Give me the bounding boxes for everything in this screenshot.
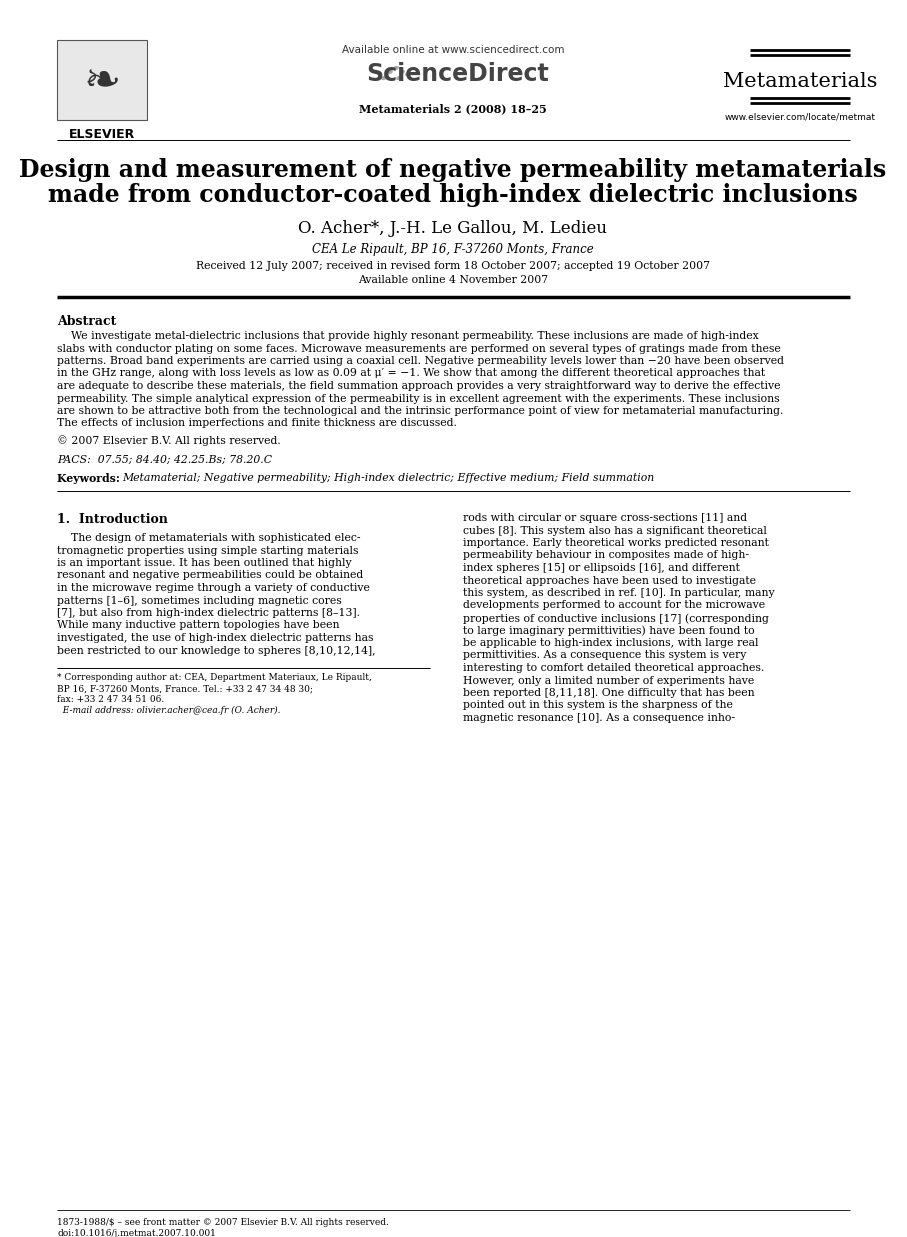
Text: to large imaginary permittivities) have been found to: to large imaginary permittivities) have … [463, 626, 755, 636]
Text: been reported [8,11,18]. One difficulty that has been: been reported [8,11,18]. One difficulty … [463, 688, 755, 698]
Text: While many inductive pattern topologies have been: While many inductive pattern topologies … [57, 621, 339, 631]
Text: been restricted to our knowledge to spheres [8,10,12,14],: been restricted to our knowledge to sphe… [57, 646, 375, 656]
Text: tromagnetic properties using simple starting materials: tromagnetic properties using simple star… [57, 546, 358, 555]
Text: slabs with conductor plating on some faces. Microwave measurements are performed: slabs with conductor plating on some fac… [57, 344, 781, 354]
Text: Metamaterial; Negative permeability; High-index dielectric; Effective medium; Fi: Metamaterial; Negative permeability; Hig… [122, 473, 654, 482]
Text: Available online at www.sciencedirect.com: Available online at www.sciencedirect.co… [342, 45, 564, 54]
Text: is an important issue. It has been outlined that highly: is an important issue. It has been outli… [57, 558, 352, 568]
Text: permittivities. As a consequence this system is very: permittivities. As a consequence this sy… [463, 651, 746, 661]
Text: pointed out in this system is the sharpness of the: pointed out in this system is the sharpn… [463, 700, 733, 710]
Ellipse shape [387, 69, 393, 74]
Text: properties of conductive inclusions [17] (corresponding: properties of conductive inclusions [17]… [463, 614, 769, 623]
Text: Available online 4 November 2007: Available online 4 November 2007 [358, 275, 548, 285]
Text: doi:10.1016/j.metmat.2007.10.001: doi:10.1016/j.metmat.2007.10.001 [57, 1230, 216, 1237]
Text: 1.  Introduction: 1. Introduction [57, 513, 168, 526]
Text: cubes [8]. This system also has a significant theoretical: cubes [8]. This system also has a signif… [463, 526, 767, 536]
Text: The effects of inclusion imperfections and finite thickness are discussed.: The effects of inclusion imperfections a… [57, 418, 457, 428]
Ellipse shape [399, 69, 405, 74]
Text: 1873-1988/$ – see front matter © 2007 Elsevier B.V. All rights reserved.: 1873-1988/$ – see front matter © 2007 El… [57, 1218, 389, 1227]
Ellipse shape [381, 75, 387, 80]
Text: permeability. The simple analytical expression of the permeability is in excelle: permeability. The simple analytical expr… [57, 393, 780, 403]
Text: Keywords:: Keywords: [57, 473, 127, 484]
Text: this system, as described in ref. [10]. In particular, many: this system, as described in ref. [10]. … [463, 588, 775, 597]
Text: E-mail address: olivier.acher@cea.fr (O. Acher).: E-mail address: olivier.acher@cea.fr (O.… [57, 706, 280, 715]
Text: ❧: ❧ [83, 61, 121, 103]
Text: PACS:  07.55; 84.40; 42.25.Bs; 78.20.C: PACS: 07.55; 84.40; 42.25.Bs; 78.20.C [57, 455, 272, 465]
Text: [7], but also from high-index dielectric patterns [8–13].: [7], but also from high-index dielectric… [57, 609, 360, 618]
Text: O. Acher*, J.-H. Le Gallou, M. Ledieu: O. Acher*, J.-H. Le Gallou, M. Ledieu [298, 220, 608, 238]
Ellipse shape [405, 72, 411, 77]
Text: Abstract: Abstract [57, 315, 116, 328]
Text: fax: +33 2 47 34 51 06.: fax: +33 2 47 34 51 06. [57, 695, 164, 704]
Text: in the microwave regime through a variety of conductive: in the microwave regime through a variet… [57, 583, 370, 593]
Text: BP 16, F-37260 Monts, France. Tel.: +33 2 47 34 48 30;: BP 16, F-37260 Monts, France. Tel.: +33 … [57, 684, 313, 693]
Text: are adequate to describe these materials, the field summation approach provides : are adequate to describe these materials… [57, 381, 781, 391]
Text: © 2007 Elsevier B.V. All rights reserved.: © 2007 Elsevier B.V. All rights reserved… [57, 435, 281, 445]
Text: importance. Early theoretical works predicted resonant: importance. Early theoretical works pred… [463, 538, 769, 548]
Text: rods with circular or square cross-sections [11] and: rods with circular or square cross-secti… [463, 513, 747, 523]
Text: Design and measurement of negative permeability metamaterials: Design and measurement of negative perme… [19, 158, 887, 182]
Text: The design of metamaterials with sophisticated elec-: The design of metamaterials with sophist… [57, 533, 360, 543]
Text: made from conductor-coated high-index dielectric inclusions: made from conductor-coated high-index di… [48, 183, 858, 207]
Text: patterns [1–6], sometimes including magnetic cores: patterns [1–6], sometimes including magn… [57, 595, 342, 605]
Text: be applicable to high-index inclusions, with large real: be applicable to high-index inclusions, … [463, 638, 758, 648]
Text: Metamaterials: Metamaterials [723, 72, 877, 92]
Text: However, only a limited number of experiments have: However, only a limited number of experi… [463, 675, 755, 685]
Text: resonant and negative permeabilities could be obtained: resonant and negative permeabilities cou… [57, 570, 363, 580]
Text: CEA Le Ripault, BP 16, F-37260 Monts, France: CEA Le Ripault, BP 16, F-37260 Monts, Fr… [312, 242, 594, 256]
Text: investigated, the use of high-index dielectric patterns has: investigated, the use of high-index diel… [57, 633, 374, 643]
Ellipse shape [393, 66, 399, 71]
Text: magnetic resonance [10]. As a consequence inho-: magnetic resonance [10]. As a consequenc… [463, 713, 735, 722]
Text: patterns. Broad band experiments are carried using a coaxial cell. Negative perm: patterns. Broad band experiments are car… [57, 356, 784, 366]
Text: theoretical approaches have been used to investigate: theoretical approaches have been used to… [463, 575, 756, 585]
Text: ScienceDirect: ScienceDirect [366, 62, 550, 87]
Text: * Corresponding author at: CEA, Department Materiaux, Le Ripault,: * Corresponding author at: CEA, Departme… [57, 673, 372, 682]
Text: interesting to comfort detailed theoretical approaches.: interesting to comfort detailed theoreti… [463, 663, 765, 673]
Text: permeability behaviour in composites made of high-: permeability behaviour in composites mad… [463, 550, 749, 560]
Text: are shown to be attractive both from the technological and the intrinsic perform: are shown to be attractive both from the… [57, 406, 784, 416]
Text: We investigate metal-dielectric inclusions that provide highly resonant permeabi: We investigate metal-dielectric inclusio… [57, 332, 759, 341]
Text: Metamaterials 2 (2008) 18–25: Metamaterials 2 (2008) 18–25 [359, 103, 547, 114]
Text: index spheres [15] or ellipsoids [16], and different: index spheres [15] or ellipsoids [16], a… [463, 563, 740, 573]
Text: in the GHz range, along with loss levels as low as 0.09 at μ′ = −1. We show that: in the GHz range, along with loss levels… [57, 369, 766, 379]
Bar [57, 40, 147, 120]
Text: developments performed to account for the microwave: developments performed to account for th… [463, 600, 766, 611]
Text: Received 12 July 2007; received in revised form 18 October 2007; accepted 19 Oct: Received 12 July 2007; received in revis… [196, 261, 710, 271]
Text: www.elsevier.com/locate/metmat: www.elsevier.com/locate/metmat [725, 113, 875, 122]
Ellipse shape [396, 75, 402, 80]
Text: ELSEVIER: ELSEVIER [69, 127, 135, 141]
